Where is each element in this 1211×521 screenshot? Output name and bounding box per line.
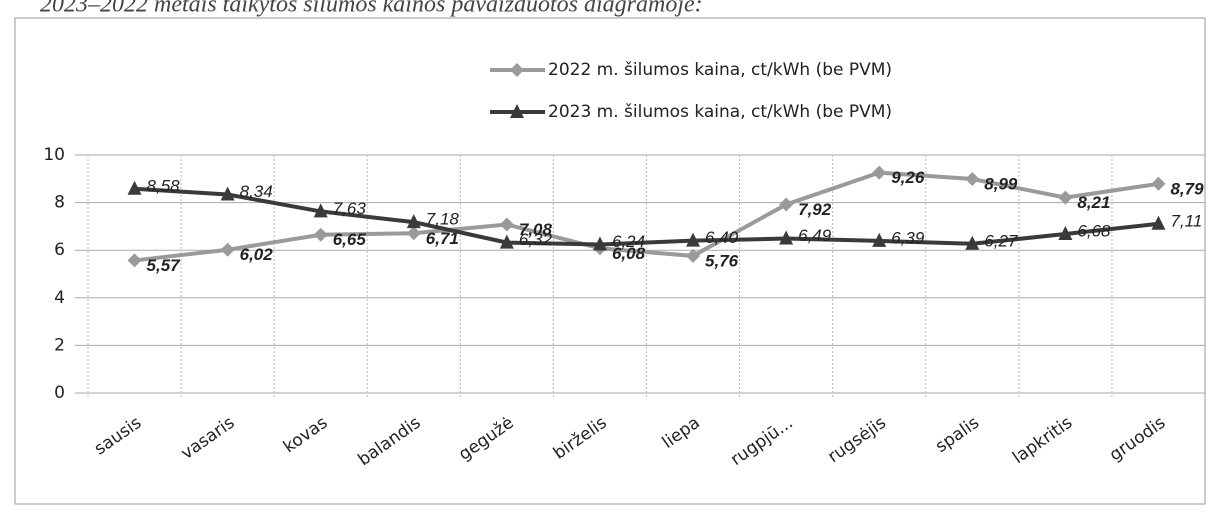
value-label: 6,65 bbox=[333, 230, 367, 249]
point bbox=[499, 217, 514, 232]
value-label: 8,58 bbox=[147, 176, 181, 195]
x-tick-label: gruodis bbox=[1106, 413, 1169, 466]
y-tick-label: 8 bbox=[54, 193, 65, 213]
value-label: 6,71 bbox=[426, 229, 459, 248]
value-label: 8,79 bbox=[1170, 179, 1204, 198]
point bbox=[779, 230, 794, 245]
x-tick-label: balandis bbox=[354, 413, 424, 470]
point bbox=[313, 203, 328, 218]
y-tick-label: 4 bbox=[54, 288, 65, 308]
x-tick-label: kovas bbox=[280, 413, 332, 458]
point bbox=[220, 242, 235, 257]
point bbox=[1058, 190, 1073, 205]
point bbox=[510, 63, 524, 77]
x-tick-label: rugsėjis bbox=[824, 413, 890, 467]
series-line bbox=[134, 186, 1159, 247]
point bbox=[499, 234, 514, 249]
point bbox=[406, 214, 421, 229]
legend-label: 2023 m. šilumos kaina, ct/kWh (be PVM) bbox=[548, 102, 892, 122]
value-label: 6,49 bbox=[798, 226, 832, 245]
value-label: 7,92 bbox=[798, 200, 832, 219]
point bbox=[127, 180, 142, 195]
value-label: 6,40 bbox=[705, 228, 739, 247]
point bbox=[965, 235, 980, 250]
point bbox=[1058, 226, 1073, 241]
x-tick-label: vasaris bbox=[177, 413, 238, 464]
x-tick-label: lapkritis bbox=[1009, 413, 1076, 468]
y-tick-label: 0 bbox=[54, 383, 65, 403]
value-label: 6,08 bbox=[612, 244, 646, 263]
chart-border bbox=[14, 17, 1206, 505]
point bbox=[872, 165, 887, 180]
y-tick-label: 10 bbox=[43, 145, 65, 165]
value-label: 6,02 bbox=[240, 245, 274, 264]
value-label: 9,26 bbox=[891, 168, 925, 187]
point bbox=[1151, 215, 1166, 230]
point bbox=[127, 253, 142, 268]
x-tick-label: gegužė bbox=[455, 413, 517, 465]
point bbox=[1151, 176, 1166, 191]
value-label: 8,34 bbox=[240, 182, 273, 201]
x-tick-label: sausis bbox=[91, 413, 146, 460]
value-label: 5,57 bbox=[147, 256, 182, 275]
x-tick-label: spalis bbox=[932, 413, 983, 457]
value-label: 8,21 bbox=[1077, 193, 1110, 212]
value-label: 6,24 bbox=[612, 232, 645, 251]
value-label: 7,08 bbox=[519, 220, 553, 239]
value-label: 7,63 bbox=[333, 199, 367, 218]
value-label: 6,68 bbox=[1077, 222, 1111, 241]
point bbox=[686, 248, 701, 263]
x-tick-label: liepa bbox=[659, 413, 704, 453]
point bbox=[686, 232, 701, 247]
y-tick-label: 6 bbox=[54, 240, 65, 260]
value-label: 6,27 bbox=[984, 231, 1018, 250]
value-label: 6,39 bbox=[891, 228, 925, 247]
point bbox=[965, 172, 980, 187]
x-tick-label: birželis bbox=[550, 413, 611, 464]
point bbox=[510, 104, 524, 118]
y-tick-label: 2 bbox=[54, 335, 65, 355]
chart-title: 2023–2022 metais taikytos šilumos kainos… bbox=[40, 0, 703, 18]
point bbox=[872, 232, 887, 247]
value-label: 7,11 bbox=[1170, 211, 1202, 230]
value-label: 8,99 bbox=[984, 175, 1018, 194]
point bbox=[779, 197, 794, 212]
point bbox=[220, 186, 235, 201]
x-tick-label: rugpjū... bbox=[727, 413, 797, 470]
value-label: 6,32 bbox=[519, 230, 553, 249]
point bbox=[592, 236, 607, 251]
point bbox=[313, 227, 328, 242]
value-label: 7,18 bbox=[426, 210, 460, 229]
series-line bbox=[134, 170, 1159, 263]
legend-label: 2022 m. šilumos kaina, ct/kWh (be PVM) bbox=[548, 60, 892, 80]
value-label: 5,76 bbox=[705, 251, 739, 270]
point bbox=[406, 226, 421, 241]
